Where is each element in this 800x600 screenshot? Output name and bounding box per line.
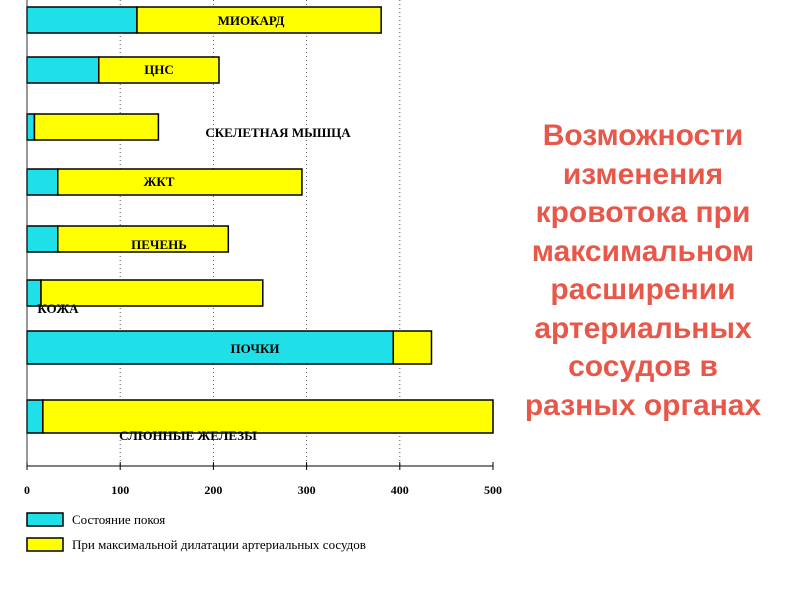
- category-label: МИОКАРД: [218, 13, 285, 28]
- title-line: кровотока при: [535, 196, 751, 229]
- x-tick-label: 200: [204, 483, 222, 497]
- category-label: ПОЧКИ: [231, 341, 280, 356]
- bar-rest: [26, 225, 59, 253]
- title-line: сосудов в: [568, 350, 718, 383]
- x-tick-label: 500: [484, 483, 502, 497]
- bar-rest: [26, 6, 138, 34]
- x-tick-label: 100: [111, 483, 129, 497]
- slide-title: Возможности изменения кровотока при макс…: [506, 117, 780, 425]
- bar-dilation: [42, 399, 494, 434]
- legend-label: Состояние покоя: [72, 512, 165, 527]
- bar-dilation: [57, 225, 230, 253]
- bar-rest: [26, 399, 44, 434]
- legend-swatch-dilation: [26, 537, 64, 552]
- category-label: ПЕЧЕНЬ: [131, 237, 187, 252]
- bar-dilation: [33, 113, 160, 141]
- bars: [26, 6, 494, 434]
- category-labels: МИОКАРД ЦНС СКЕЛЕТНАЯ МЫШЦА ЖКТ ПЕЧЕНЬ КОЖА ПО…: [37, 13, 351, 443]
- flow-chart: МИОКАРД ЦНС СКЕЛЕТНАЯ МЫШЦА ЖКТ ПЕЧЕНЬ КОЖА ПО…: [24, 0, 502, 552]
- title-line: расширении: [550, 273, 736, 306]
- x-axis: 0 100 200 300 400 500: [24, 0, 502, 497]
- title-line: изменения: [562, 157, 724, 191]
- x-tick-label: 400: [391, 483, 409, 497]
- title-line: Возможности: [542, 119, 744, 152]
- title-line: максимальном: [531, 234, 755, 268]
- bar-dilation: [40, 279, 264, 307]
- category-label: КОЖА: [37, 301, 79, 316]
- category-label: ЦНС: [144, 62, 174, 77]
- bar-dilation: [392, 330, 433, 365]
- x-tick-label: 300: [298, 483, 316, 497]
- legend-label: При максимальной дилатации артериальных …: [72, 537, 366, 552]
- legend: Состояние покоя При максимальной дилатаци…: [26, 512, 366, 552]
- bar-rest: [26, 168, 59, 196]
- category-label: СКЕЛЕТНАЯ МЫШЦА: [205, 125, 351, 140]
- x-tick-label: 0: [24, 483, 30, 497]
- bar-dilation: [57, 168, 303, 196]
- bar-dilation: [136, 6, 382, 34]
- bar-rest: [26, 56, 100, 84]
- title-line: артериальных: [534, 311, 752, 345]
- bar-rest: [26, 113, 36, 141]
- bar-rest: [26, 330, 395, 365]
- legend-swatch-rest: [26, 512, 64, 527]
- bar-dilation: [98, 56, 220, 84]
- category-label: СЛЮННЫЕ ЖЕЛЕЗЫ: [119, 428, 257, 443]
- title-line: разных органах: [524, 388, 762, 422]
- category-label: ЖКТ: [144, 174, 175, 189]
